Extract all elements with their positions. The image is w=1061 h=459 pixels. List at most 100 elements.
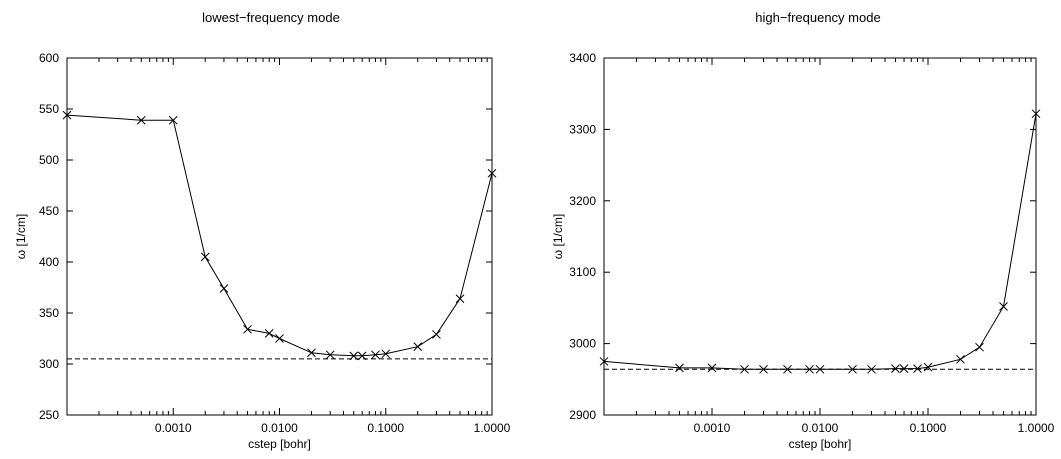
- left-data-point: [62, 110, 72, 120]
- left-x-tick-label: 0.0100: [261, 421, 298, 435]
- right-data-point: [815, 364, 825, 374]
- left-data-point: [264, 329, 274, 338]
- right-marker-stroke: [891, 364, 900, 373]
- left-x-tick-label: 0.0010: [155, 421, 192, 435]
- right-marker-stroke: [1031, 109, 1041, 119]
- right-plot-frame: [603, 57, 1037, 416]
- right-data-point: [913, 364, 922, 373]
- left-y-tick-label: 600: [39, 51, 59, 65]
- left-marker-stroke: [219, 284, 229, 293]
- left-marker-stroke: [325, 350, 335, 360]
- left-marker-stroke: [432, 330, 441, 339]
- right-data-point: [848, 364, 857, 374]
- left-marker-stroke: [307, 348, 316, 358]
- left-chart-title: lowest−frequency mode: [202, 10, 340, 25]
- left-marker-stroke: [62, 110, 72, 120]
- right-marker-stroke: [956, 354, 965, 364]
- right-x-tick-label: 0.0100: [802, 421, 839, 435]
- right-data-point: [956, 354, 965, 364]
- right-x-tick-label: 0.0010: [694, 421, 731, 435]
- right-data-point: [740, 364, 749, 374]
- right-data-point: [783, 364, 792, 374]
- right-y-tick-label: 3400: [569, 51, 596, 65]
- right-y-tick-label: 3300: [569, 122, 596, 136]
- right-marker-stroke: [815, 364, 825, 374]
- right-y-tick-label: 3000: [569, 337, 596, 351]
- right-data-point: [867, 364, 876, 374]
- right-x-axis-label: cstep [bohr]: [789, 437, 852, 451]
- left-x-axis-label: cstep [bohr]: [248, 437, 311, 451]
- left-plot-frame: [66, 57, 493, 416]
- left-y-axis-label: ω [1/cm]: [14, 214, 28, 259]
- right-marker-stroke: [867, 364, 876, 374]
- left-marker-stroke: [349, 351, 359, 361]
- left-data-point: [307, 348, 316, 358]
- left-marker-stroke: [381, 349, 391, 359]
- right-series-line: [603, 113, 1037, 370]
- left-marker-stroke: [243, 324, 252, 334]
- right-marker-stroke: [999, 302, 1008, 311]
- right-marker-stroke: [707, 363, 717, 373]
- right-data-point: [999, 302, 1008, 311]
- right-data-point: [899, 364, 909, 373]
- left-data-point: [136, 115, 146, 125]
- left-data-point: [219, 284, 229, 293]
- left-y-tick-label: 300: [39, 357, 59, 371]
- left-data-point: [200, 252, 210, 262]
- left-data-point: [168, 115, 178, 125]
- right-chart-title: high−frequency mode: [755, 10, 880, 25]
- left-data-point: [349, 351, 359, 361]
- left-y-tick-label: 500: [39, 153, 59, 167]
- right-data-point: [759, 364, 768, 374]
- left-marker-stroke: [264, 329, 274, 338]
- left-y-tick-label: 400: [39, 255, 59, 269]
- right-chart-panel: high−frequency mode 2900 3000 3100 3200 3300 3…: [551, 10, 1055, 451]
- right-marker-stroke: [599, 357, 609, 366]
- left-y-tick-label: 450: [39, 204, 59, 218]
- left-marker-stroke: [371, 350, 380, 360]
- right-marker-stroke: [805, 364, 814, 374]
- left-marker-stroke: [200, 252, 210, 262]
- right-data-point: [1031, 109, 1041, 119]
- right-data-point: [599, 357, 609, 366]
- left-marker-stroke: [275, 334, 284, 343]
- left-data-point: [381, 349, 391, 359]
- right-data-point: [707, 363, 717, 373]
- right-y-tick-label: 3200: [569, 194, 596, 208]
- left-data-point: [432, 330, 441, 339]
- right-x-tick-label: 0.1000: [910, 421, 947, 435]
- right-data-point: [975, 342, 984, 352]
- left-y-tick-label: 550: [39, 102, 59, 116]
- right-y-tick-label: 3100: [569, 265, 596, 279]
- left-marker-stroke: [357, 351, 367, 361]
- right-marker-stroke: [759, 364, 768, 374]
- left-marker-stroke: [455, 294, 465, 304]
- left-data-point: [243, 324, 252, 334]
- left-chart-panel: lowest−frequency mode 250 300 350 400 450 500 5…: [14, 10, 511, 451]
- left-data-point: [357, 351, 367, 361]
- right-data-point: [805, 364, 814, 374]
- left-data-point: [487, 168, 497, 178]
- left-data-point: [413, 342, 423, 352]
- right-y-tick-label: 2900: [569, 408, 596, 422]
- left-marker-stroke: [136, 115, 146, 125]
- left-marker-stroke: [487, 168, 497, 178]
- left-series-line: [66, 114, 493, 357]
- right-marker-stroke: [675, 363, 684, 373]
- right-x-tick-label: 1.0000: [1018, 421, 1055, 435]
- right-data-point: [891, 364, 900, 373]
- right-marker-stroke: [783, 364, 792, 374]
- right-data-point: [923, 362, 933, 372]
- right-y-axis-label: ω [1/cm]: [551, 214, 565, 259]
- left-data-point: [325, 350, 335, 360]
- right-marker-stroke: [913, 364, 922, 373]
- left-x-tick-label: 1.0000: [474, 421, 511, 435]
- right-marker-stroke: [923, 362, 933, 372]
- left-marker-stroke: [168, 115, 178, 125]
- left-y-tick-label: 350: [39, 306, 59, 320]
- right-data-point: [675, 363, 684, 373]
- right-marker-stroke: [975, 342, 984, 352]
- left-data-point: [455, 294, 465, 304]
- right-marker-stroke: [740, 364, 749, 374]
